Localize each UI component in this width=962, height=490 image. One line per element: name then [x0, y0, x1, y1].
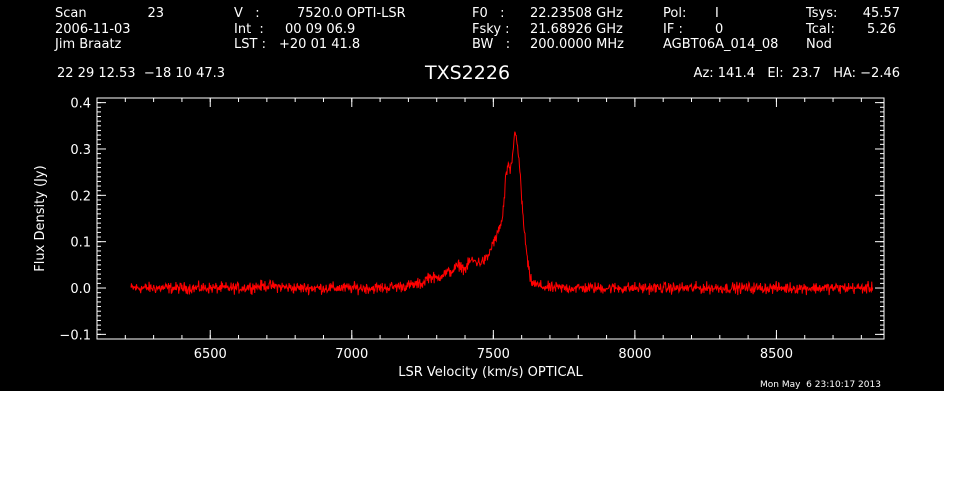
velocity-label: V : — [234, 6, 260, 21]
polarization-label: Pol: — [663, 6, 687, 21]
y-tick-label: 0.2 — [70, 189, 91, 204]
x-tick-label: 6500 — [194, 347, 227, 362]
plot-timestamp: Mon May 6 23:10:17 2013 — [760, 380, 881, 390]
source-coordinates: 22 29 12.53 −18 10 47.3 — [57, 66, 226, 81]
source-name: TXS2226 — [425, 62, 511, 84]
pointing-info: Az: 141.4 El: 23.7 HA: −2.46 — [693, 66, 900, 81]
integration-value: 00 09 06.9 — [285, 22, 356, 37]
procedure-name: Nod — [806, 37, 832, 52]
spectrum-line — [130, 131, 874, 296]
y-tick-label: 0.3 — [70, 143, 91, 158]
if-label: IF : — [663, 22, 683, 37]
y-axis-title: Flux Density (Jy) — [33, 165, 48, 271]
tsys-value: 45.57 — [862, 6, 900, 21]
x-tick-label: 8500 — [760, 347, 793, 362]
series-layer — [130, 131, 874, 296]
project-id: AGBT06A_014_08 — [663, 37, 779, 52]
y-tick-label: 0.0 — [70, 282, 91, 297]
rest-frequency-label: F0 : — [472, 6, 505, 21]
x-axis-title: LSR Velocity (km/s) OPTICAL — [398, 365, 583, 380]
observation-date: 2006-11-03 — [55, 22, 131, 37]
observer-name: Jim Braatz — [55, 37, 122, 52]
integration-label: Int : — [234, 22, 264, 37]
rest-frequency-value: 22.23508 GHz — [530, 6, 623, 21]
sky-frequency-value: 21.68926 GHz — [530, 22, 623, 37]
tsys-label: Tsys: — [806, 6, 838, 21]
y-tick-label: 0.4 — [70, 97, 91, 112]
bandwidth-value: 200.0000 MHz — [530, 37, 624, 52]
spectrum-chart: 6500 7000 7500 8000 8500 −0.1 0.0 0.1 0.2 0.3 0.4… — [33, 97, 885, 380]
y-axis: −0.1 0.0 0.1 0.2 0.3 0.4 — [59, 97, 884, 343]
y-tick-label: −0.1 — [59, 328, 91, 343]
tcal-label: Tcal: — [806, 22, 835, 37]
lst-value: +20 01 41.8 — [279, 37, 361, 52]
if-value: 0 — [715, 22, 724, 37]
x-axis: 6500 7000 7500 8000 8500 — [96, 98, 862, 362]
tcal-value: 5.26 — [867, 22, 896, 37]
polarization-value: I — [715, 6, 719, 21]
plot-frame — [96, 97, 885, 340]
x-tick-label: 7500 — [477, 347, 510, 362]
scan-label: Scan — [55, 6, 87, 21]
bandwidth-label: BW : — [472, 37, 511, 52]
x-tick-label: 8000 — [618, 347, 651, 362]
sky-frequency-label: Fsky : — [472, 22, 510, 37]
lst-label: LST : — [234, 37, 266, 52]
scan-value: 23 — [147, 6, 164, 21]
y-tick-label: 0.1 — [70, 236, 91, 251]
plot-window: Scan 23 2006-11-03 Jim Braatz V : 7520.0… — [0, 0, 944, 391]
x-tick-label: 7000 — [335, 347, 368, 362]
velocity-value: 7520.0 OPTI-LSR — [297, 6, 406, 21]
